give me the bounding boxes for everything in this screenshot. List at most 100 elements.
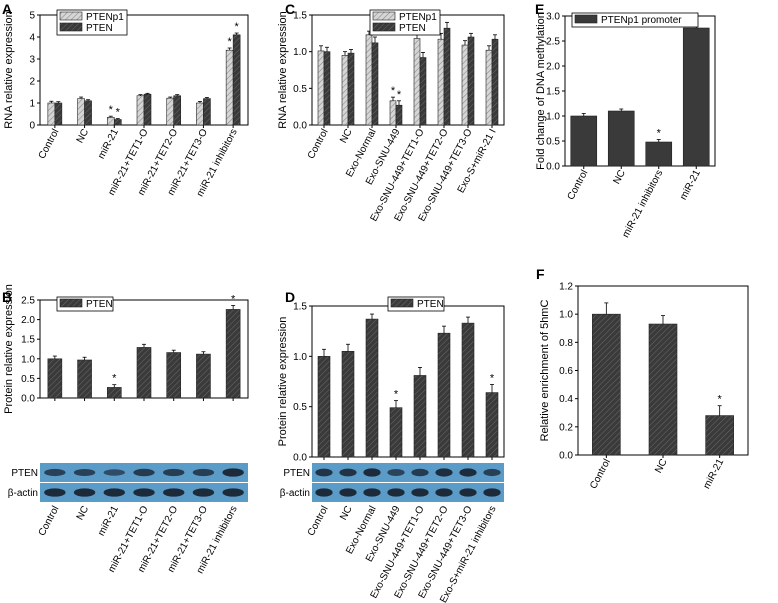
bar: [317, 356, 331, 458]
legend-swatch: [59, 298, 83, 308]
blot-band: [339, 488, 357, 497]
blot-label: β-actin: [280, 488, 310, 499]
y-tick-label: 0.0: [21, 394, 35, 405]
blot-band: [222, 468, 244, 477]
panel-c: C 0.0 0.5 1.0 1.5 RNA relative expression * * Co…: [277, 1, 505, 223]
y-tick-label: 0.5: [546, 137, 560, 148]
bar: [136, 347, 152, 399]
bar: [437, 38, 445, 126]
category-label: NC: [653, 457, 669, 475]
blot-band: [315, 468, 333, 477]
bar: [47, 358, 63, 399]
bar: [136, 95, 145, 126]
blot-band: [133, 468, 155, 477]
legend-label: PTENp1 promoter: [601, 15, 682, 26]
bar: [648, 323, 678, 456]
y-axis-label: RNA relative expression: [3, 11, 15, 128]
bar: [705, 415, 734, 456]
category-label: Control: [566, 168, 591, 202]
bar: [592, 313, 621, 456]
bar: [491, 38, 499, 126]
bar: [225, 309, 241, 399]
blot-band: [459, 468, 477, 477]
bar: [225, 49, 234, 126]
bar: [77, 98, 85, 126]
blot-band: [339, 468, 357, 477]
legend-swatch: [390, 298, 414, 308]
blot-band: [44, 468, 66, 477]
y-axis-label: Fold change of DNA methylation: [535, 12, 547, 170]
category-label: Control: [306, 127, 331, 161]
blot-band: [163, 468, 185, 477]
y-tick-label: 0.5: [293, 402, 307, 413]
blot-label: β-actin: [8, 488, 38, 499]
y-tick-label: 3: [29, 55, 35, 66]
legend-label: PTENp1: [399, 12, 437, 23]
y-tick-label: 2: [29, 77, 35, 88]
blot-band: [44, 488, 66, 497]
bar: [143, 93, 152, 126]
blot-band: [387, 469, 405, 476]
legend-label: PTEN: [417, 299, 444, 310]
panel-b: B 0.0 0.5 1.0 1.5 2.0 2.5 Protein relative expr…: [2, 284, 249, 576]
blot-band: [163, 488, 185, 497]
y-tick-label: 1.0: [293, 47, 307, 58]
y-tick-label: 1: [29, 99, 35, 110]
legend-label: PTEN: [86, 23, 113, 34]
significance-star: *: [718, 394, 723, 406]
panel-f: F 0.0 0.2 0.4 0.6 0.8 1.0 1.2 Relative enrichmen…: [536, 266, 749, 491]
legend-label: PTEN: [86, 299, 113, 310]
blot-band: [192, 488, 215, 497]
blot-band: [222, 488, 244, 497]
significance-star: *: [235, 21, 240, 33]
y-tick-label: 2.0: [21, 315, 35, 326]
blot-band: [315, 488, 333, 497]
blot-band: [133, 488, 155, 497]
bar: [413, 375, 427, 458]
bar: [77, 359, 92, 399]
category-label: NC: [338, 504, 354, 522]
significance-star: *: [394, 389, 399, 401]
blot-band: [435, 468, 453, 477]
blot-band: [411, 468, 429, 477]
y-axis-label: Protein relative expression: [3, 284, 15, 414]
category-label: miR-21: [701, 457, 726, 491]
bar: [54, 102, 63, 126]
legend-swatch: [59, 22, 83, 32]
bar: [461, 44, 469, 126]
blot-band: [73, 468, 96, 477]
category-label: Control: [37, 127, 62, 161]
blot-band: [363, 488, 381, 497]
y-tick-label: 2.5: [546, 37, 560, 48]
bar: [413, 38, 421, 126]
legend-swatch: [574, 14, 598, 24]
legend-box: [571, 12, 699, 28]
y-axis-label: Relative enrichment of 5hmC: [539, 300, 551, 442]
significance-star: *: [657, 128, 662, 140]
bar: [607, 110, 635, 167]
y-tick-label: 1.5: [546, 87, 560, 98]
y-tick-label: 1.5: [21, 335, 35, 346]
significance-star: *: [231, 293, 236, 305]
blot-band: [363, 468, 381, 477]
bar: [443, 27, 451, 126]
y-tick-label: 2.0: [546, 62, 560, 73]
y-tick-label: 1.2: [559, 282, 573, 293]
bar: [323, 51, 331, 126]
legend-label: PTENp1: [86, 12, 124, 23]
category-label: miR-21 inhibitors: [620, 168, 665, 239]
bar: [419, 57, 427, 126]
bar: [47, 102, 56, 126]
category-label: Control: [588, 457, 613, 491]
bar: [106, 117, 115, 126]
blot-strip: [312, 463, 504, 482]
bar: [682, 27, 710, 167]
significance-star: *: [109, 104, 114, 116]
y-tick-label: 0.4: [559, 394, 573, 405]
y-tick-label: 0.2: [559, 422, 573, 433]
category-label: Control: [306, 504, 331, 538]
y-tick-label: 5: [29, 11, 35, 22]
bar: [166, 97, 175, 126]
